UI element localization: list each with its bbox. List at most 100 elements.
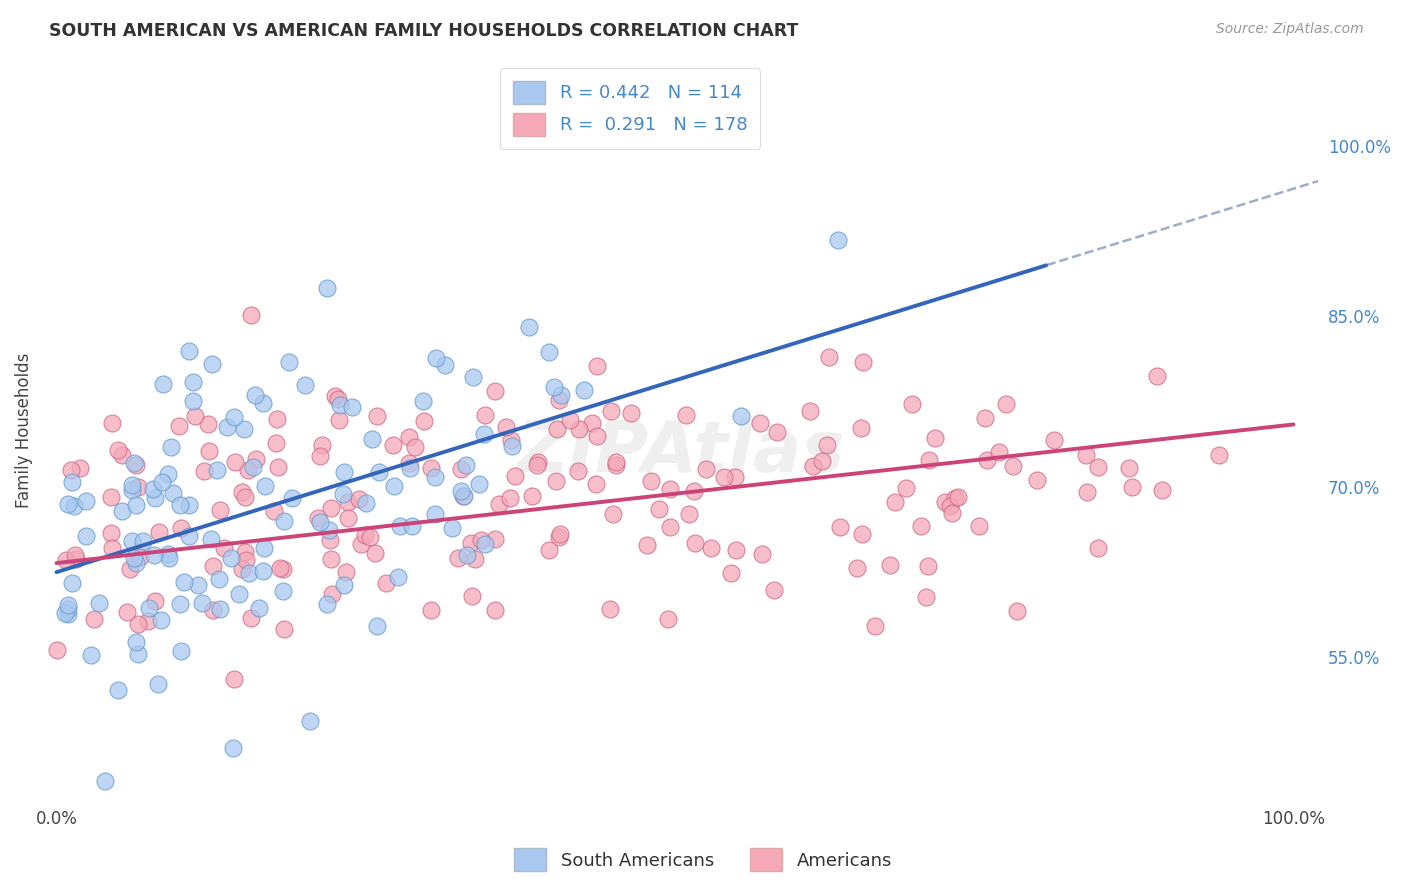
Point <box>382 479 405 493</box>
Point <box>231 561 253 575</box>
Point <box>374 576 396 591</box>
Point <box>224 455 246 469</box>
Point <box>461 589 484 603</box>
Point <box>333 577 356 591</box>
Point <box>398 429 420 443</box>
Point <box>263 504 285 518</box>
Point <box>548 527 571 541</box>
Point <box>190 596 212 610</box>
Point <box>499 491 522 506</box>
Point <box>231 485 253 500</box>
Point <box>205 463 228 477</box>
Point <box>217 419 239 434</box>
Point <box>294 377 316 392</box>
Point <box>208 572 231 586</box>
Point <box>253 541 276 555</box>
Point <box>730 409 752 424</box>
Point <box>350 537 373 551</box>
Point <box>851 526 873 541</box>
Point <box>326 392 349 406</box>
Point <box>75 529 97 543</box>
Point <box>585 477 607 491</box>
Point <box>337 510 360 524</box>
Legend: South Americans, Americans: South Americans, Americans <box>506 841 900 879</box>
Point <box>124 557 146 571</box>
Point <box>197 444 219 458</box>
Point <box>236 463 259 477</box>
Point <box>470 533 492 547</box>
Point <box>233 545 256 559</box>
Point <box>538 542 561 557</box>
Point <box>1043 433 1066 447</box>
Point <box>121 534 143 549</box>
Point <box>451 489 474 503</box>
Point <box>156 547 179 561</box>
Point <box>941 507 963 521</box>
Text: SOUTH AMERICAN VS AMERICAN FAMILY HOUSEHOLDS CORRELATION CHART: SOUTH AMERICAN VS AMERICAN FAMILY HOUSEH… <box>49 22 799 40</box>
Point <box>527 455 550 469</box>
Point <box>167 419 190 434</box>
Point <box>353 528 375 542</box>
Point <box>127 480 149 494</box>
Point <box>266 460 288 475</box>
Point <box>851 421 873 435</box>
Point <box>316 597 339 611</box>
Point <box>124 550 146 565</box>
Point <box>914 590 936 604</box>
Point <box>987 444 1010 458</box>
Point <box>101 541 124 556</box>
Point <box>307 511 329 525</box>
Point <box>602 507 624 521</box>
Point <box>499 433 522 447</box>
Point <box>682 484 704 499</box>
Point <box>658 482 681 496</box>
Point <box>367 465 389 479</box>
Point <box>464 551 486 566</box>
Point <box>321 587 343 601</box>
Point <box>80 648 103 662</box>
Point <box>382 438 405 452</box>
Point <box>924 431 946 445</box>
Point <box>946 490 969 504</box>
Point <box>169 597 191 611</box>
Point <box>328 399 350 413</box>
Point <box>333 465 356 479</box>
Point <box>659 519 682 533</box>
Point <box>271 562 294 576</box>
Point <box>503 468 526 483</box>
Point <box>474 537 496 551</box>
Point <box>865 619 887 633</box>
Point <box>811 454 834 468</box>
Point <box>461 370 484 384</box>
Point <box>725 542 748 557</box>
Point <box>264 435 287 450</box>
Point <box>100 526 122 541</box>
Point <box>636 538 658 552</box>
Point <box>240 308 263 322</box>
Point <box>550 388 572 402</box>
Point <box>678 507 700 521</box>
Point <box>219 550 242 565</box>
Point <box>548 530 571 544</box>
Point <box>846 561 869 575</box>
Point <box>152 377 174 392</box>
Point <box>308 449 330 463</box>
Point <box>55 552 77 566</box>
Point <box>748 416 770 430</box>
Point <box>852 355 875 369</box>
Point <box>620 406 643 420</box>
Point <box>143 594 166 608</box>
Point <box>1208 448 1230 462</box>
Point <box>269 561 291 575</box>
Point <box>321 552 343 566</box>
Point <box>695 462 717 476</box>
Point <box>366 618 388 632</box>
Point <box>361 432 384 446</box>
Point <box>1146 369 1168 384</box>
Point <box>179 499 201 513</box>
Point <box>124 634 146 648</box>
Point <box>83 612 105 626</box>
Point <box>713 469 735 483</box>
Point <box>399 461 422 475</box>
Point <box>683 535 706 549</box>
